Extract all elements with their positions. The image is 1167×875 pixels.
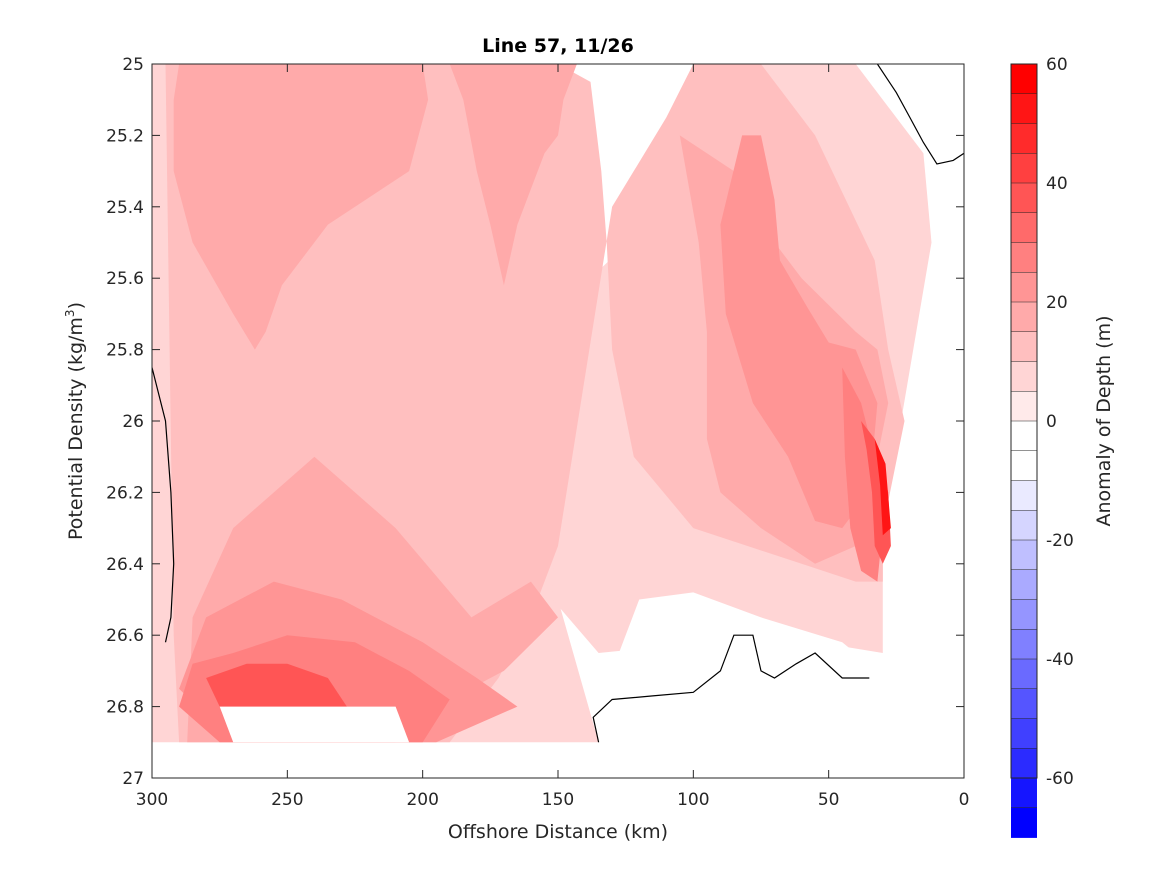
zero-contour-1 bbox=[592, 634, 870, 743]
colorbar-segment-9 bbox=[1011, 331, 1037, 362]
colorbar-tick-label: 0 bbox=[1046, 412, 1057, 432]
y-axis-ticks: 25 25.2 25.4 25.6 25.8 26 26.2 26.4 26.6 26.8 27 bbox=[106, 55, 964, 789]
colorbar-segment-17 bbox=[1011, 569, 1037, 600]
zero-contour-lines bbox=[152, 64, 964, 743]
colorbar-segment-10 bbox=[1011, 361, 1037, 392]
y-tick-label: 25.6 bbox=[106, 269, 144, 289]
colorbar: 60 40 20 0 -20 -40 -60 Anomaly of Depth (m) bbox=[1010, 55, 1115, 838]
colorbar-tick-label: 20 bbox=[1046, 293, 1068, 313]
y-tick-label: 26.2 bbox=[106, 483, 144, 503]
colorbar-segment-11 bbox=[1011, 391, 1037, 422]
x-tick-label: 150 bbox=[542, 790, 574, 810]
colorbar-segment-13 bbox=[1011, 450, 1037, 481]
colorbar-segment-2 bbox=[1011, 123, 1037, 154]
contour-fill-11 bbox=[206, 663, 347, 707]
contour-fill-4 bbox=[173, 64, 429, 350]
colorbar-segment-25 bbox=[1011, 807, 1037, 838]
y-tick-label: 26.4 bbox=[106, 555, 144, 575]
colorbar-segment-8 bbox=[1011, 302, 1037, 333]
colorbar-segment-21 bbox=[1011, 688, 1037, 719]
contour-fill-17 bbox=[219, 706, 410, 743]
colorbar-segment-4 bbox=[1011, 183, 1037, 214]
colorbar-segment-6 bbox=[1011, 242, 1037, 273]
colorbar-segment-18 bbox=[1011, 599, 1037, 630]
y-axis-label-close: ) bbox=[65, 302, 87, 309]
y-tick-label: 26.6 bbox=[106, 626, 144, 646]
colorbar-tick-label: -60 bbox=[1046, 769, 1074, 789]
x-tick-label: 0 bbox=[959, 790, 970, 810]
x-tick-label: 50 bbox=[818, 790, 840, 810]
colorbar-segments bbox=[1011, 64, 1037, 838]
colorbar-segment-7 bbox=[1011, 272, 1037, 303]
colorbar-segment-12 bbox=[1011, 421, 1037, 452]
contour-fills bbox=[152, 64, 964, 761]
colorbar-segment-14 bbox=[1011, 480, 1037, 511]
colorbar-segment-23 bbox=[1011, 748, 1037, 779]
colorbar-segment-16 bbox=[1011, 540, 1037, 571]
y-tick-label: 25.4 bbox=[106, 198, 144, 218]
colorbar-tick-label: 60 bbox=[1046, 55, 1068, 75]
x-tick-label: 250 bbox=[271, 790, 303, 810]
chart-title: Line 57, 11/26 bbox=[482, 35, 634, 57]
x-tick-label: 300 bbox=[136, 790, 168, 810]
y-tick-label: 26.8 bbox=[106, 698, 144, 718]
colorbar-segment-15 bbox=[1011, 510, 1037, 541]
zero-contour-2 bbox=[876, 64, 964, 165]
colorbar-segment-0 bbox=[1011, 64, 1037, 95]
y-tick-label: 26 bbox=[122, 412, 144, 432]
x-axis-label: Offshore Distance (km) bbox=[448, 821, 668, 843]
y-tick-label: 25.2 bbox=[106, 126, 144, 146]
contour-fill-10 bbox=[842, 367, 883, 582]
x-tick-label: 100 bbox=[677, 790, 709, 810]
colorbar-segment-1 bbox=[1011, 93, 1037, 124]
y-axis-label-sup: 3 bbox=[63, 309, 77, 317]
colorbar-label: Anomaly of Depth (m) bbox=[1093, 316, 1115, 527]
y-tick-label: 25 bbox=[122, 55, 144, 75]
colorbar-segment-5 bbox=[1011, 212, 1037, 243]
colorbar-tick-label: -40 bbox=[1046, 650, 1074, 670]
colorbar-frame bbox=[1010, 63, 1038, 779]
colorbar-segment-22 bbox=[1011, 718, 1037, 749]
contour-fill-16 bbox=[869, 64, 964, 172]
colorbar-tick-label: 40 bbox=[1046, 174, 1068, 194]
y-axis-label: Potential Density (kg/m3) bbox=[63, 302, 87, 540]
y-axis-label-main: Potential Density (kg/m bbox=[65, 317, 87, 540]
y-tick-label: 25.8 bbox=[106, 341, 144, 361]
colorbar-segment-3 bbox=[1011, 153, 1037, 184]
x-axis-ticks: 300 250 200 150 100 50 0 bbox=[136, 64, 970, 810]
y-tick-label: 27 bbox=[122, 769, 144, 789]
zero-contour-0 bbox=[152, 367, 175, 643]
colorbar-segment-20 bbox=[1011, 659, 1037, 690]
contour-fill-15 bbox=[598, 592, 897, 761]
colorbar-segment-19 bbox=[1011, 629, 1037, 660]
plot-area: 300 250 200 150 100 50 0 2525.225.425.625.8262… bbox=[106, 55, 969, 810]
x-tick-label: 200 bbox=[406, 790, 438, 810]
contour-fill-13 bbox=[874, 438, 891, 536]
colorbar-segment-24 bbox=[1011, 778, 1037, 809]
colorbar-ticks: 60 40 20 0 -20 -40 -60 bbox=[1046, 55, 1074, 789]
contour-fill-7 bbox=[720, 135, 878, 529]
contour-fill-3 bbox=[152, 64, 577, 286]
colorbar-tick-label: -20 bbox=[1046, 531, 1074, 551]
